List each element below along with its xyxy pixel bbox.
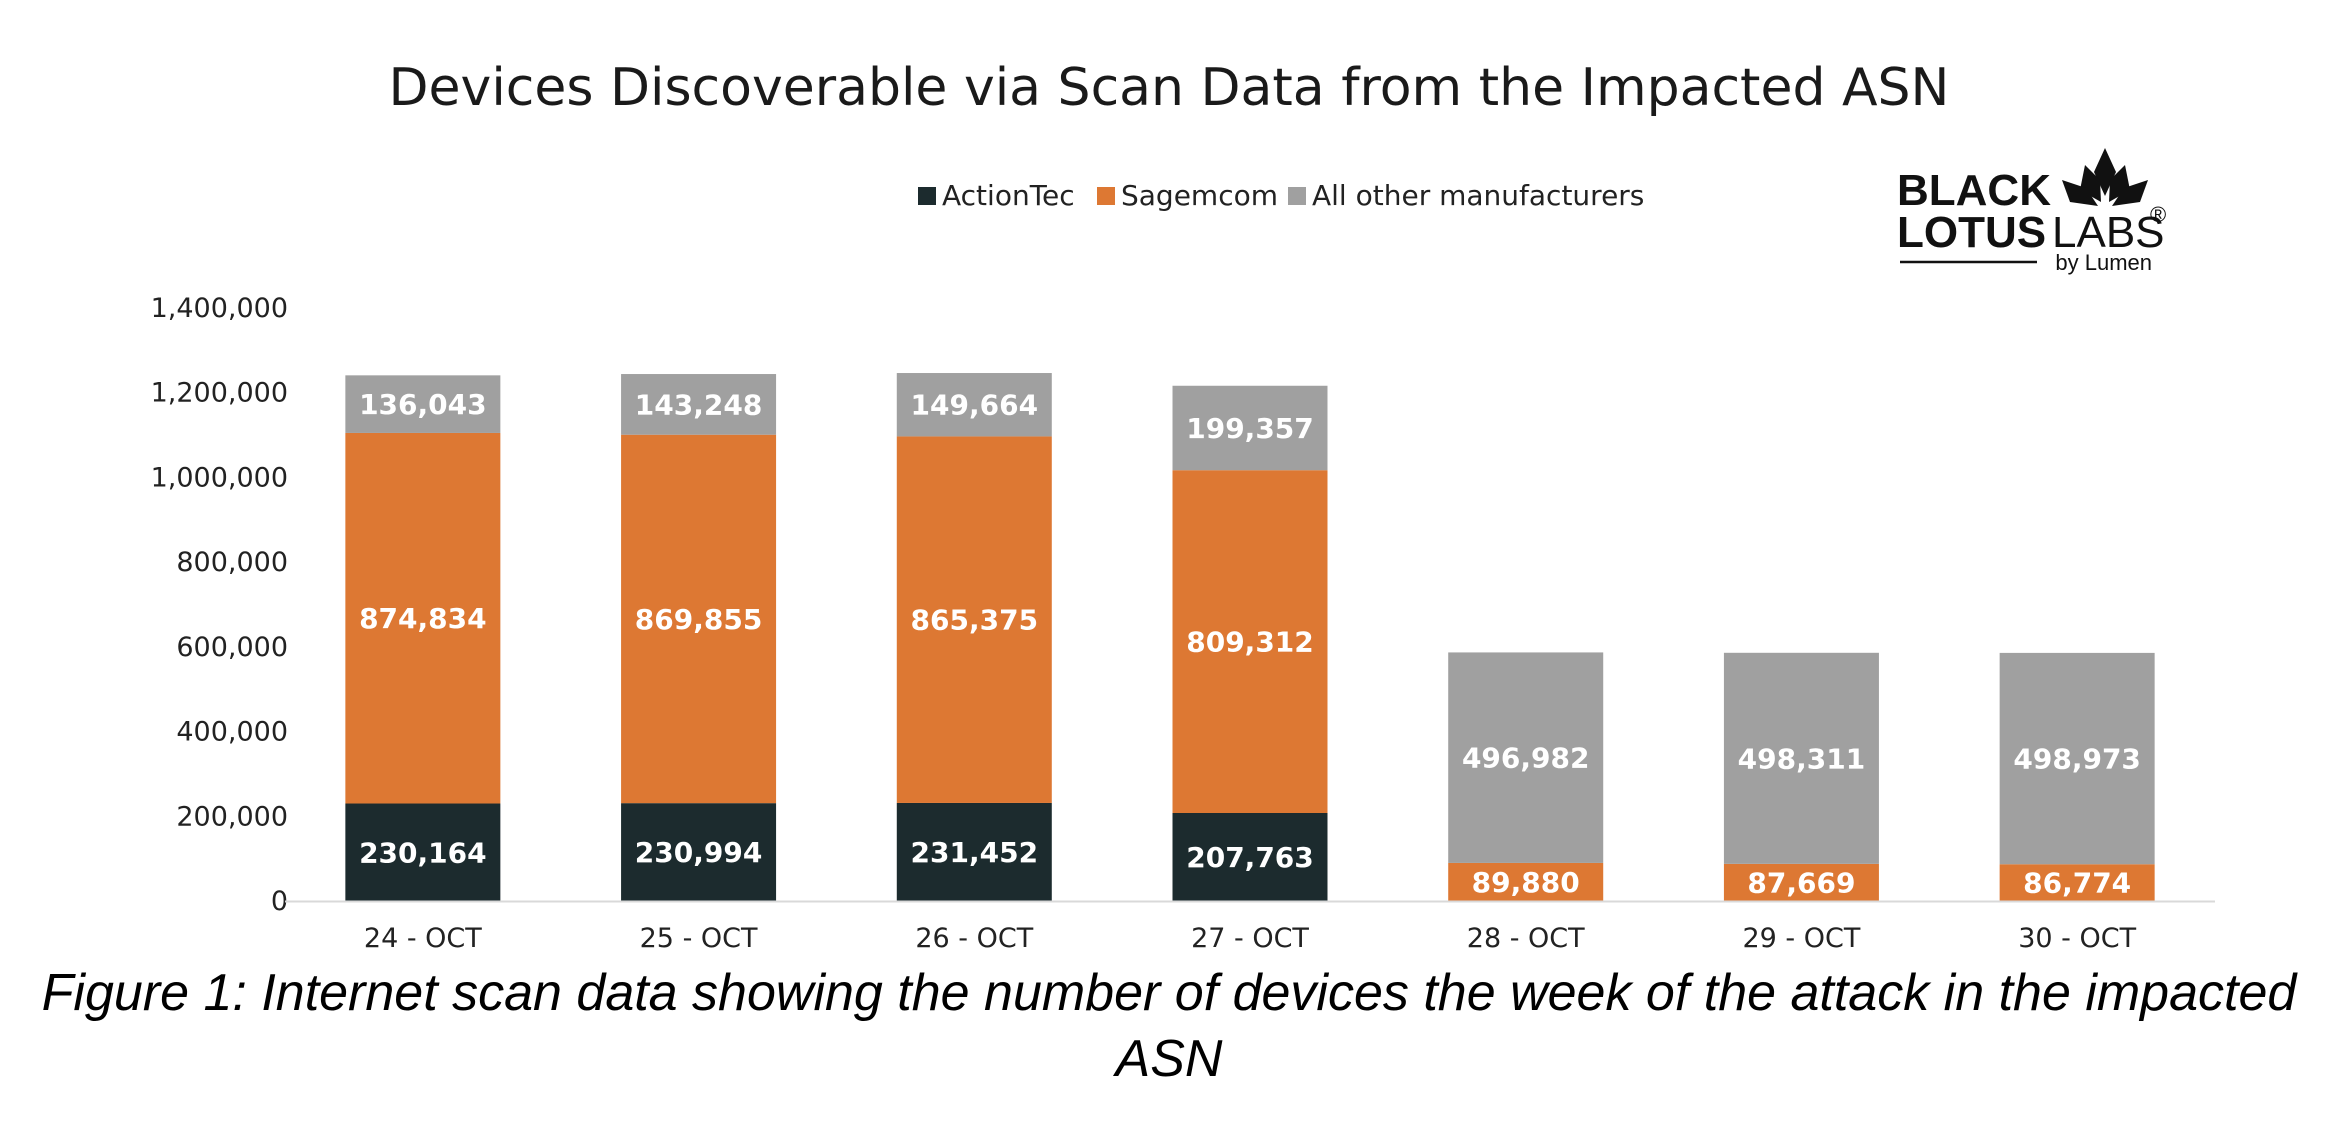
bar-value-label: 136,043 [359,388,487,421]
bar-value-label: 231,452 [911,836,1039,869]
stacked-bar-chart: Devices Discoverable via Scan Data from … [151,58,2215,954]
logo-byline: by Lumen [2055,250,2152,275]
bar-segment [1723,652,1879,864]
y-tick-label: 0 [271,886,288,917]
y-tick-label: 600,000 [176,632,288,663]
x-tick-label: 27 - OCT [1191,923,1309,954]
logo-line2-bold: LOTUS [1897,208,2046,257]
bar-value-label: 865,375 [911,604,1039,637]
x-tick-label: 25 - OCT [640,923,758,954]
bar-value-label: 87,669 [1747,866,1855,899]
bar-segment [345,803,501,901]
x-tick-label: 28 - OCT [1467,923,1585,954]
bar-segment [1448,862,1604,901]
x-tick-label: 30 - OCT [2018,923,2136,954]
bar-segment [1999,652,2155,865]
y-tick-label: 1,000,000 [151,462,288,493]
legend-label-2: Sagemcom [1121,179,1278,212]
bar-value-label: 149,664 [911,389,1039,422]
y-axis: 0 200,000 400,000 600,000 800,000 1,000,000 1,… [151,293,288,917]
bar-value-label: 199,357 [1186,412,1314,445]
y-tick-label: 800,000 [176,547,288,578]
bar-segment [1172,470,1328,813]
bar-segment [1999,864,2155,901]
bar-value-label: 207,763 [1186,841,1314,874]
chart-title: Devices Discoverable via Scan Data from … [389,58,1950,118]
logo-line1: BLACK [1897,166,2051,215]
bar-segment [345,375,501,433]
logo-line2-light: LABS [2052,208,2165,257]
y-tick-label: 1,400,000 [151,293,288,324]
bars-group: 230,164 874,834 136,043 230,994 869,855 143,2… [345,373,2155,901]
x-tick-label: 29 - OCT [1742,923,1860,954]
black-lotus-labs-logo: BLACK LOTUS LABS ® by Lumen [1897,148,2166,275]
lotus-flower-icon [2062,148,2148,206]
bar-segment [1172,385,1328,471]
bar-value-label: 89,880 [1472,866,1580,899]
bar-value-label: 809,312 [1186,626,1314,659]
bar-segment [1448,652,1604,863]
bar-segment [1723,863,1879,901]
bar-segment [621,803,777,901]
y-tick-label: 200,000 [176,801,288,832]
bar-value-label: 230,164 [359,836,487,869]
bar-value-label: 86,774 [2023,867,2131,900]
bar-value-label: 143,248 [635,388,763,421]
bar-value-label: 869,855 [635,603,763,636]
logo-registered: ® [2150,202,2166,227]
bar-value-label: 874,834 [359,602,487,635]
x-tick-label: 24 - OCT [364,923,482,954]
bar-value-label: 498,311 [1738,742,1866,775]
legend-label-3: All other manufacturers [1312,179,1644,212]
bar-segment [896,802,1052,901]
bar-segment [345,432,501,804]
y-tick-label: 1,200,000 [151,378,288,409]
bar-segment [621,434,777,804]
bar-segment [896,373,1052,437]
figure-caption: Figure 1: Internet scan data showing the… [41,964,2297,1088]
legend-swatch-3 [1288,187,1306,205]
bar-value-label: 496,982 [1462,742,1590,775]
bar-segment [896,436,1052,803]
bar-segment [621,374,777,435]
chart-legend: ActionTec Sagemcom All other manufacturers [918,179,1644,212]
x-axis: 24 - OCT 25 - OCT 26 - OCT 27 - OCT 28 - OCT… [285,900,2215,954]
bar-segment [1172,812,1328,901]
legend-label-1: ActionTec [942,179,1075,212]
bar-value-label: 230,994 [635,836,763,869]
y-tick-label: 400,000 [176,717,288,748]
bar-value-label: 498,973 [2013,743,2141,776]
legend-swatch-2 [1097,187,1115,205]
legend-swatch-1 [918,187,936,205]
x-tick-label: 26 - OCT [915,923,1033,954]
